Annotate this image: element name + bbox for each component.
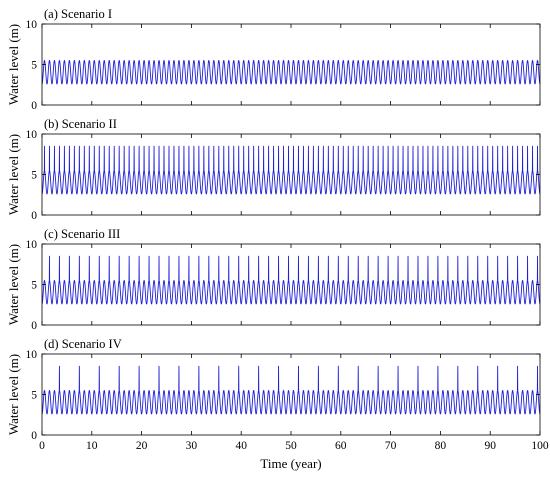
- ytick-label: 10: [26, 129, 38, 141]
- y-axis-label: Water level (m): [6, 354, 21, 435]
- y-axis-label: Water level (m): [6, 24, 21, 105]
- ytick-label: 10: [26, 239, 38, 251]
- ytick-label: 5: [31, 280, 37, 292]
- panel-title: (d) Scenario IV: [44, 337, 122, 351]
- xtick-label: 30: [186, 440, 198, 452]
- xtick-label: 0: [39, 440, 45, 452]
- ytick-label: 0: [31, 320, 37, 332]
- panel-title: (b) Scenario II: [44, 117, 117, 131]
- xtick-label: 90: [484, 440, 496, 452]
- panel-title: (a) Scenario I: [44, 7, 112, 21]
- ytick-label: 0: [31, 210, 37, 222]
- panel-3: 0 5 10 (c) Scenario III Water level (m): [6, 227, 541, 332]
- ytick-label: 0: [31, 100, 37, 112]
- axes-frame: [41, 243, 541, 326]
- x-axis-label: Time (year): [260, 456, 321, 471]
- xtick-label: 40: [235, 440, 247, 452]
- ytick-label: 5: [31, 390, 37, 402]
- axes-frame: [41, 353, 541, 436]
- axes-frame: [41, 133, 541, 216]
- ytick-label: 0: [31, 430, 37, 442]
- y-axis-label: Water level (m): [6, 134, 21, 215]
- xtick-label: 10: [86, 440, 98, 452]
- panel-2: 0 5 10 (b) Scenario II Water level (m): [6, 117, 541, 222]
- y-axis-label: Water level (m): [6, 244, 21, 325]
- xtick-label: 20: [136, 440, 148, 452]
- xtick-label: 50: [285, 440, 297, 452]
- ytick-label: 10: [26, 349, 38, 361]
- ytick-label: 5: [31, 170, 37, 182]
- xtick-label: 100: [531, 440, 549, 452]
- series-line: [41, 60, 541, 85]
- xtick-label: 80: [435, 440, 447, 452]
- series-line: [41, 365, 541, 415]
- xtick-label: 70: [385, 440, 397, 452]
- ytick-label: 5: [31, 60, 37, 72]
- series-line: [41, 145, 541, 195]
- series-line: [41, 255, 541, 305]
- xtick-label: 60: [335, 440, 347, 452]
- panel-1: 0 5 10 (a) Scenario I Water level (m): [6, 7, 541, 112]
- ytick-label: 10: [26, 19, 38, 31]
- panel-title: (c) Scenario III: [44, 227, 120, 241]
- axes-frame: [41, 23, 541, 106]
